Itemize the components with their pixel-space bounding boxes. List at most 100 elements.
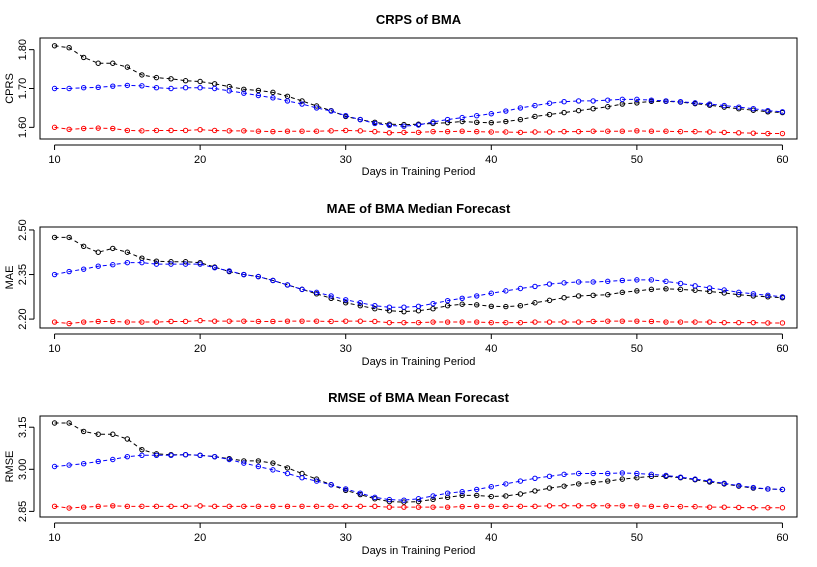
data-point <box>95 318 101 325</box>
data-point <box>488 503 494 510</box>
data-point <box>255 463 262 470</box>
data-point <box>444 128 451 135</box>
data-point <box>474 119 480 126</box>
data-point <box>736 289 742 296</box>
data-point <box>211 503 218 510</box>
data-point <box>648 286 655 293</box>
data-point <box>546 319 553 325</box>
data-point <box>575 481 582 487</box>
data-point <box>517 285 524 292</box>
chart-panel-3: RMSE of BMA Mean Forecast 10 20 30 40 50 60 Day… <box>4 390 798 557</box>
data-point <box>168 259 174 265</box>
data-point <box>575 319 582 325</box>
data-point <box>386 504 393 510</box>
data-point <box>561 319 567 325</box>
data-point <box>619 277 626 284</box>
data-point <box>605 503 611 509</box>
data-point <box>692 128 698 135</box>
data-point <box>51 124 58 131</box>
data-point <box>95 458 101 465</box>
data-point <box>168 85 174 92</box>
data-point <box>605 104 611 110</box>
data-point <box>459 295 465 301</box>
data-point <box>619 128 626 134</box>
data-point <box>663 286 669 292</box>
plot-frame <box>39 415 798 518</box>
data-point <box>66 268 72 275</box>
data-point <box>80 54 87 61</box>
data-point <box>211 318 218 324</box>
data-point <box>357 116 363 123</box>
data-point <box>124 82 131 89</box>
data-point <box>648 471 655 478</box>
data-point <box>313 476 320 482</box>
data-point <box>95 431 101 437</box>
data-point <box>80 85 87 91</box>
data-point <box>386 496 393 503</box>
data-point <box>51 234 58 241</box>
data-point <box>357 318 363 324</box>
data-point <box>663 98 669 104</box>
data-point <box>372 305 378 312</box>
data-point <box>357 128 363 134</box>
chart-panel-2: MAE of BMA Median Forecast 10 20 30 40 50 60 Da… <box>4 201 798 368</box>
data-point <box>386 304 393 310</box>
series-line <box>54 262 783 308</box>
data-point <box>488 129 494 135</box>
data-point <box>80 504 87 510</box>
data-point <box>692 476 698 482</box>
data-point <box>474 503 480 510</box>
data-point <box>284 128 291 134</box>
data-point <box>95 263 101 269</box>
data-point <box>415 496 422 502</box>
y-tick-label: 3.00 <box>17 459 29 480</box>
data-point <box>226 318 232 324</box>
data-point <box>66 420 72 426</box>
data-point <box>401 497 407 503</box>
data-point <box>66 85 72 92</box>
data-point <box>139 128 145 134</box>
data-point <box>488 303 494 310</box>
data-point <box>139 72 145 78</box>
data-point <box>605 278 611 285</box>
data-point <box>459 492 465 499</box>
data-point <box>211 85 218 92</box>
plot-frame <box>39 226 798 329</box>
data-point <box>66 462 72 468</box>
data-point <box>503 108 509 114</box>
data-point <box>663 278 669 285</box>
data-point <box>474 319 480 325</box>
data-point <box>750 291 757 297</box>
data-point <box>197 78 203 85</box>
data-point <box>546 485 553 491</box>
data-point <box>590 292 596 299</box>
data-point <box>706 285 713 291</box>
data-point <box>80 428 87 435</box>
data-point <box>503 503 509 510</box>
data-point <box>575 107 582 114</box>
data-point <box>299 128 305 134</box>
data-point <box>430 300 436 307</box>
data-point <box>299 98 305 104</box>
data-point <box>488 484 494 490</box>
data-point <box>619 470 626 476</box>
data-point <box>313 105 320 111</box>
data-point <box>634 128 640 134</box>
series-line <box>54 320 783 325</box>
data-point <box>532 113 538 120</box>
data-point <box>51 43 58 49</box>
data-point <box>415 129 422 136</box>
data-point <box>779 294 786 300</box>
data-point <box>226 88 232 94</box>
data-point <box>459 128 465 134</box>
data-point <box>532 102 538 109</box>
data-point <box>532 475 538 481</box>
data-point <box>284 98 291 104</box>
chart-title: RMSE of BMA Mean Forecast <box>328 390 509 405</box>
data-point <box>561 128 567 135</box>
data-point <box>110 318 116 325</box>
data-point <box>139 83 145 89</box>
data-point <box>386 122 393 129</box>
data-point <box>430 319 436 325</box>
data-point <box>503 319 509 326</box>
